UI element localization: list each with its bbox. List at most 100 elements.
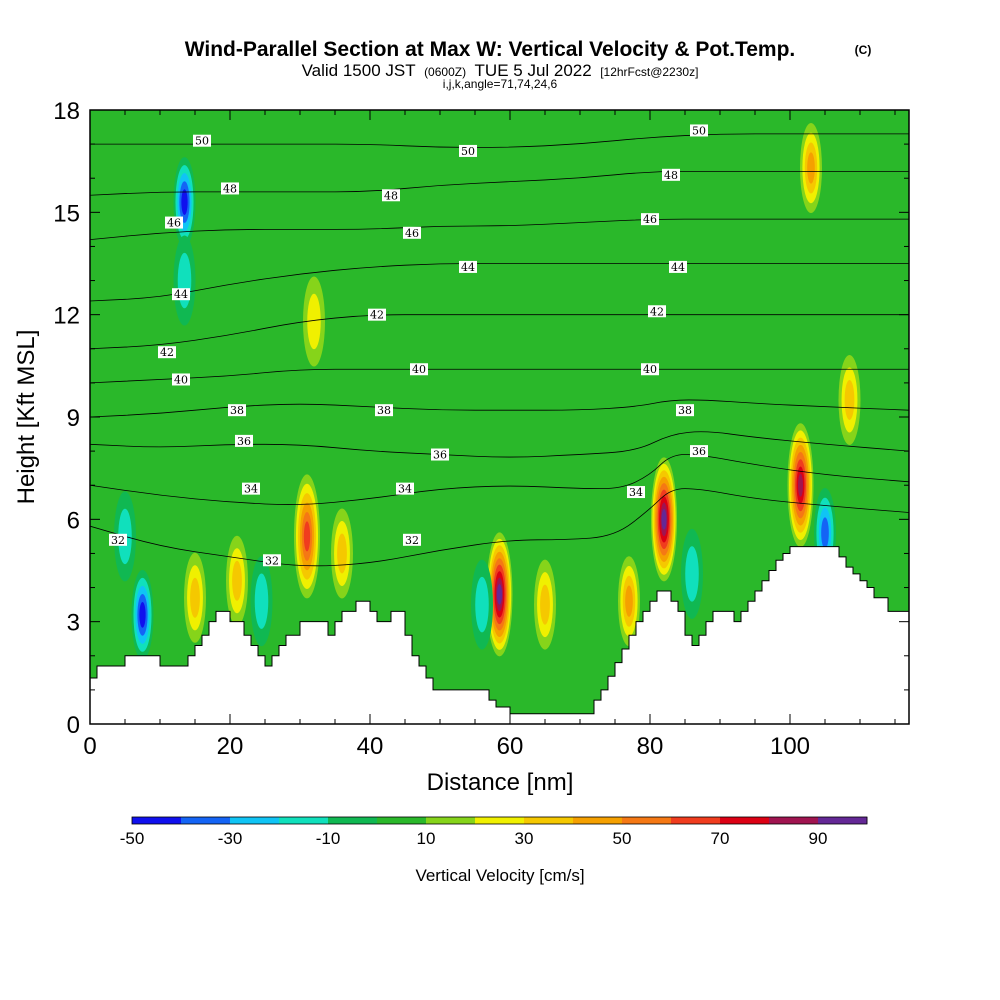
- velocity-cell: [838, 354, 861, 445]
- contour-label: 50: [690, 124, 708, 137]
- contour-label: 44: [669, 260, 687, 274]
- valid-time: Valid 1500 JST: [302, 61, 416, 80]
- colorbar-tick-label: -50: [120, 829, 145, 848]
- chart-subtitle: Valid 1500 JST (0600Z) TUE 5 Jul 2022 [1…: [302, 61, 699, 80]
- colorbar-tick-label: 30: [515, 829, 534, 848]
- x-tick-label: 100: [770, 733, 810, 760]
- contour-label-text: 38: [377, 404, 391, 417]
- velocity-cell: [331, 508, 353, 599]
- contour-label: 36: [431, 448, 449, 462]
- contour-label-text: 40: [174, 373, 188, 386]
- colorbar-swatch: [279, 817, 329, 824]
- colorbar-swatch: [181, 817, 231, 824]
- colorbar-swatch: [230, 817, 280, 824]
- contour-label: 48: [221, 182, 239, 195]
- contour-label-bg: [242, 482, 260, 495]
- theta-contour-38: [90, 399, 909, 418]
- theta-contour-46: [90, 218, 909, 241]
- contour-label-text: 42: [160, 346, 174, 359]
- contour-label: 44: [172, 288, 190, 301]
- contour-label: 38: [228, 404, 246, 417]
- contour-label: 32: [263, 554, 281, 567]
- velocity-cell: [651, 457, 677, 582]
- colorbar-swatch: [573, 817, 623, 824]
- contour-label-text: 34: [244, 483, 258, 496]
- contour-label-bg: [410, 363, 428, 376]
- contour-label-text: 32: [111, 534, 125, 547]
- contour-label-bg: [158, 346, 176, 359]
- contour-label: 34: [627, 486, 645, 499]
- velocity-cell: [250, 556, 273, 647]
- contour-label-bg: [172, 373, 190, 386]
- contour-label-text: 40: [643, 363, 657, 376]
- contour-label-bg: [641, 213, 659, 226]
- contour-label-text: 36: [433, 449, 447, 462]
- theta-contour-40: [90, 368, 909, 384]
- colorbar-swatch: [475, 817, 525, 824]
- contour-label: 34: [396, 482, 414, 496]
- velocity-cell: [173, 157, 196, 248]
- contour-label-bg: [396, 482, 414, 495]
- contour-label-text: 36: [237, 435, 251, 448]
- contour-label-text: 48: [384, 189, 398, 202]
- velocity-cell: [534, 559, 556, 650]
- plot-area: 32 32 32 34 34 34 36 36 36 38 38 38 40 40 40 42 42 42 44 44…: [90, 110, 909, 724]
- velocity-cell: [294, 474, 320, 599]
- velocity-cell-ring: [303, 521, 311, 552]
- velocity-cell: [303, 276, 325, 367]
- contour-label: 50: [193, 134, 211, 148]
- contour-label-text: 40: [412, 363, 426, 376]
- velocity-cell: [173, 235, 196, 326]
- contour-label-text: 38: [230, 404, 244, 417]
- contour-label-bg: [676, 404, 694, 417]
- velocity-cell-ring: [685, 546, 699, 602]
- velocity-cell: [471, 559, 493, 650]
- title-block: Wind-Parallel Section at Max W: Vertical…: [185, 38, 872, 91]
- theta-contour-32: [90, 488, 909, 567]
- colorbar-tick-label: -30: [218, 829, 243, 848]
- contour-label: 38: [676, 404, 694, 417]
- velocity-cell-ring: [497, 584, 502, 605]
- contour-label-text: 36: [692, 445, 706, 458]
- contour-label: 48: [662, 168, 680, 182]
- contour-label-bg: [263, 554, 281, 567]
- contour-label-bg: [403, 533, 421, 546]
- velocity-cell-ring: [181, 189, 188, 215]
- valid-date: TUE 5 Jul 2022: [475, 61, 592, 80]
- potential-temperature-contours: [90, 133, 909, 567]
- velocity-cell-ring: [254, 573, 269, 629]
- velocity-cell-ring: [821, 517, 829, 549]
- colorbar-swatch: [524, 817, 574, 824]
- velocity-cell: [787, 423, 814, 548]
- contour-label-bg: [459, 260, 477, 273]
- colorbar-tick-label: 70: [711, 829, 730, 848]
- velocity-cell: [681, 528, 703, 619]
- colorbar-swatch: [720, 817, 770, 824]
- colorbar-swatch: [769, 817, 819, 824]
- contour-label: 42: [368, 308, 386, 322]
- contour-label-bg: [431, 448, 449, 461]
- velocity-cell: [800, 122, 822, 213]
- contour-label-bg: [690, 124, 708, 137]
- contour-label-bg: [648, 305, 666, 318]
- forecast-info: [12hrFcst@2230z]: [600, 65, 698, 79]
- contour-label: 36: [235, 434, 253, 448]
- contour-label-text: 46: [643, 213, 657, 226]
- copyright-mark: (C): [855, 43, 872, 57]
- colorbar-swatch: [132, 817, 182, 824]
- velocity-cell: [184, 552, 206, 643]
- contour-label: 46: [403, 226, 421, 240]
- contour-label: 50: [459, 144, 477, 158]
- velocity-cell-ring: [190, 577, 200, 618]
- contour-label: 32: [403, 533, 421, 547]
- contour-label: 40: [410, 363, 428, 376]
- velocity-cell-ring: [475, 576, 489, 633]
- valid-time-utc: (0600Z): [424, 65, 466, 79]
- colorbar-tick-label: -10: [316, 829, 341, 848]
- contour-label-text: 38: [678, 404, 692, 417]
- y-tick-label: 18: [53, 98, 80, 125]
- contour-label: 38: [375, 404, 393, 417]
- velocity-cell: [226, 535, 248, 626]
- contour-label: 46: [165, 216, 183, 230]
